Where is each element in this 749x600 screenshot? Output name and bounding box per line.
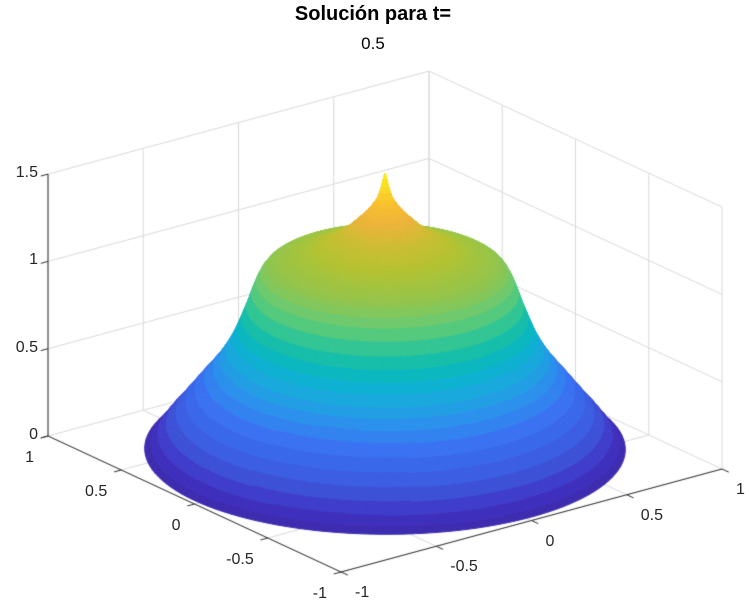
z-tick-label: 1	[29, 251, 38, 269]
plot-subtitle: 0.5	[361, 34, 385, 53]
x-tick-label: 0	[171, 517, 181, 534]
y-tick-label: 0.5	[640, 506, 663, 524]
x-tick-label: -1	[312, 585, 327, 600]
y-tick-label: -1	[355, 584, 370, 600]
y-tick-label: -0.5	[450, 558, 478, 576]
y-tick-label: 1	[736, 481, 745, 498]
x-tick-label: 1	[25, 449, 34, 466]
plot-title: Solución para t=	[294, 3, 452, 25]
y-tick-label: 0	[545, 532, 555, 550]
z-tick-label: 0.5	[15, 338, 38, 356]
z-tick-label: 1.5	[15, 164, 38, 182]
x-tick-label: 0.5	[85, 483, 108, 500]
z-tick-label: 0	[29, 426, 38, 443]
x-tick-label: -0.5	[226, 551, 254, 568]
